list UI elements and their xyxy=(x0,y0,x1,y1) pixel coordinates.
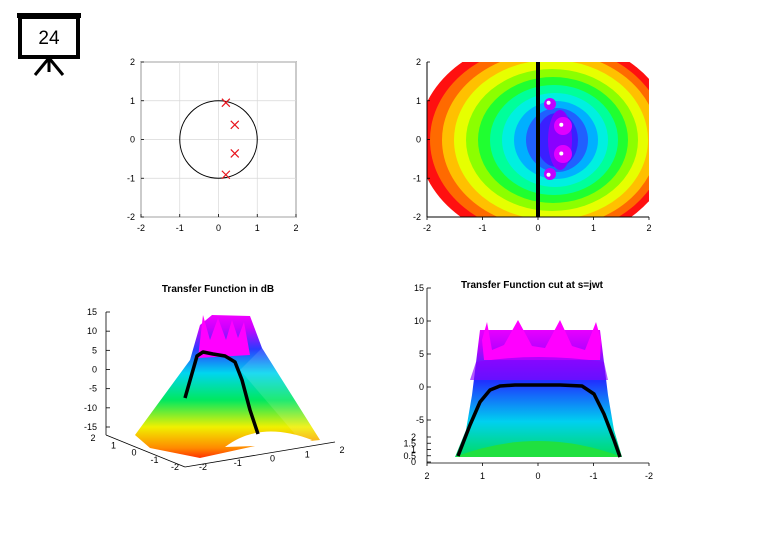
y-tick-label: -2 xyxy=(127,212,135,222)
plot3-y-axis xyxy=(105,434,186,468)
y-tick-label: -1 xyxy=(413,173,421,183)
plot3-cut-curve xyxy=(183,350,260,435)
z-tick-label: 10 xyxy=(414,316,424,326)
plot4-peaks xyxy=(482,320,601,360)
x-tick-label: 0 xyxy=(535,471,540,481)
z-tick-label: -5 xyxy=(89,384,97,394)
heatmap-field xyxy=(427,62,649,217)
transfer-function-cut-surface: Transfer Function cut at s=jwt 151050-5 … xyxy=(403,280,653,481)
unit-circle xyxy=(179,100,258,179)
z-tick-label: 15 xyxy=(87,307,97,317)
pole-marker xyxy=(221,98,231,108)
y-tick-label: 0 xyxy=(416,135,421,145)
y-tick-label: -2 xyxy=(413,212,421,222)
x-tick-label: 1 xyxy=(255,223,260,233)
z-tick-label: 5 xyxy=(92,345,97,355)
plot3-title: Transfer Function in dB xyxy=(162,284,274,295)
y-tick-label: 2 xyxy=(90,433,95,443)
y-tick-label: 1.5 xyxy=(403,438,416,448)
x-tick-label: -1 xyxy=(176,223,184,233)
pole-magnitude-map: -2 -1 0 1 2 2 1 0 -1 -2 xyxy=(413,57,652,233)
slide-number: 24 xyxy=(38,28,60,49)
x-tick-label: -2 xyxy=(645,471,653,481)
y-tick-label: 0.5 xyxy=(403,451,416,461)
y-tick-label: -2 xyxy=(171,462,179,472)
x-tick-label: -2 xyxy=(199,462,207,472)
pole-marker xyxy=(221,170,231,180)
x-tick-label: 0 xyxy=(270,454,275,464)
x-tick-label: -2 xyxy=(423,223,431,233)
x-tick-label: -1 xyxy=(478,223,486,233)
plot3-x-axis xyxy=(184,441,336,468)
plot4-title: Transfer Function cut at s=jwt xyxy=(461,280,604,291)
pole-marker xyxy=(230,149,240,158)
y-tick-label: 0 xyxy=(131,448,136,458)
pole-hotspot xyxy=(559,122,564,127)
y-tick-label: 2 xyxy=(130,57,135,67)
y-tick-label: 1 xyxy=(416,96,421,106)
z-tick-label: 10 xyxy=(87,326,97,336)
y-tick-label: 2 xyxy=(416,57,421,67)
y-tick-label: -1 xyxy=(150,455,158,465)
x-tick-label: 1 xyxy=(591,223,596,233)
x-tick-label: 2 xyxy=(424,471,429,481)
x-tick-label: 0 xyxy=(535,223,540,233)
z-tick-label: -15 xyxy=(84,422,97,432)
x-tick-label: -1 xyxy=(234,458,242,468)
y-tick-label: 2 xyxy=(411,432,416,442)
y-tick-label: -1 xyxy=(127,173,135,183)
x-tick-label: -1 xyxy=(589,471,597,481)
x-tick-label: 2 xyxy=(293,223,298,233)
y-tick-label: 1 xyxy=(111,440,116,450)
x-tick-label: 1 xyxy=(305,449,310,459)
y-tick-label: 0 xyxy=(130,135,135,145)
y-tick-label: 1 xyxy=(411,445,416,455)
presentation-board-icon: 24 xyxy=(17,13,81,76)
x-tick-label: 0 xyxy=(216,223,221,233)
x-tick-label: 1 xyxy=(480,471,485,481)
z-tick-label: -10 xyxy=(84,403,97,413)
x-tick-label: -2 xyxy=(137,223,145,233)
plot3-underside xyxy=(225,431,312,447)
plot3-peaks xyxy=(198,315,250,358)
pole-hotspot xyxy=(546,172,551,177)
z-tick-label: 15 xyxy=(414,283,424,293)
z-tick-label: 0 xyxy=(419,382,424,392)
z-tick-label: 5 xyxy=(419,349,424,359)
pole-marker xyxy=(230,120,240,130)
pole-hotspot xyxy=(546,100,551,105)
x-tick-label: 2 xyxy=(339,445,344,455)
pole-hotspot xyxy=(559,151,564,156)
pole-plot: -2 -1 0 1 2 2 1 0 -1 -2 xyxy=(127,57,299,233)
y-tick-label: 1 xyxy=(130,96,135,106)
y-tick-label: 0 xyxy=(411,457,416,467)
z-tick-label: -5 xyxy=(416,415,424,425)
plot4-cut-curve xyxy=(456,383,622,458)
x-tick-label: 2 xyxy=(646,223,651,233)
plot4-surface xyxy=(455,330,622,457)
z-tick-label: 0 xyxy=(92,365,97,375)
